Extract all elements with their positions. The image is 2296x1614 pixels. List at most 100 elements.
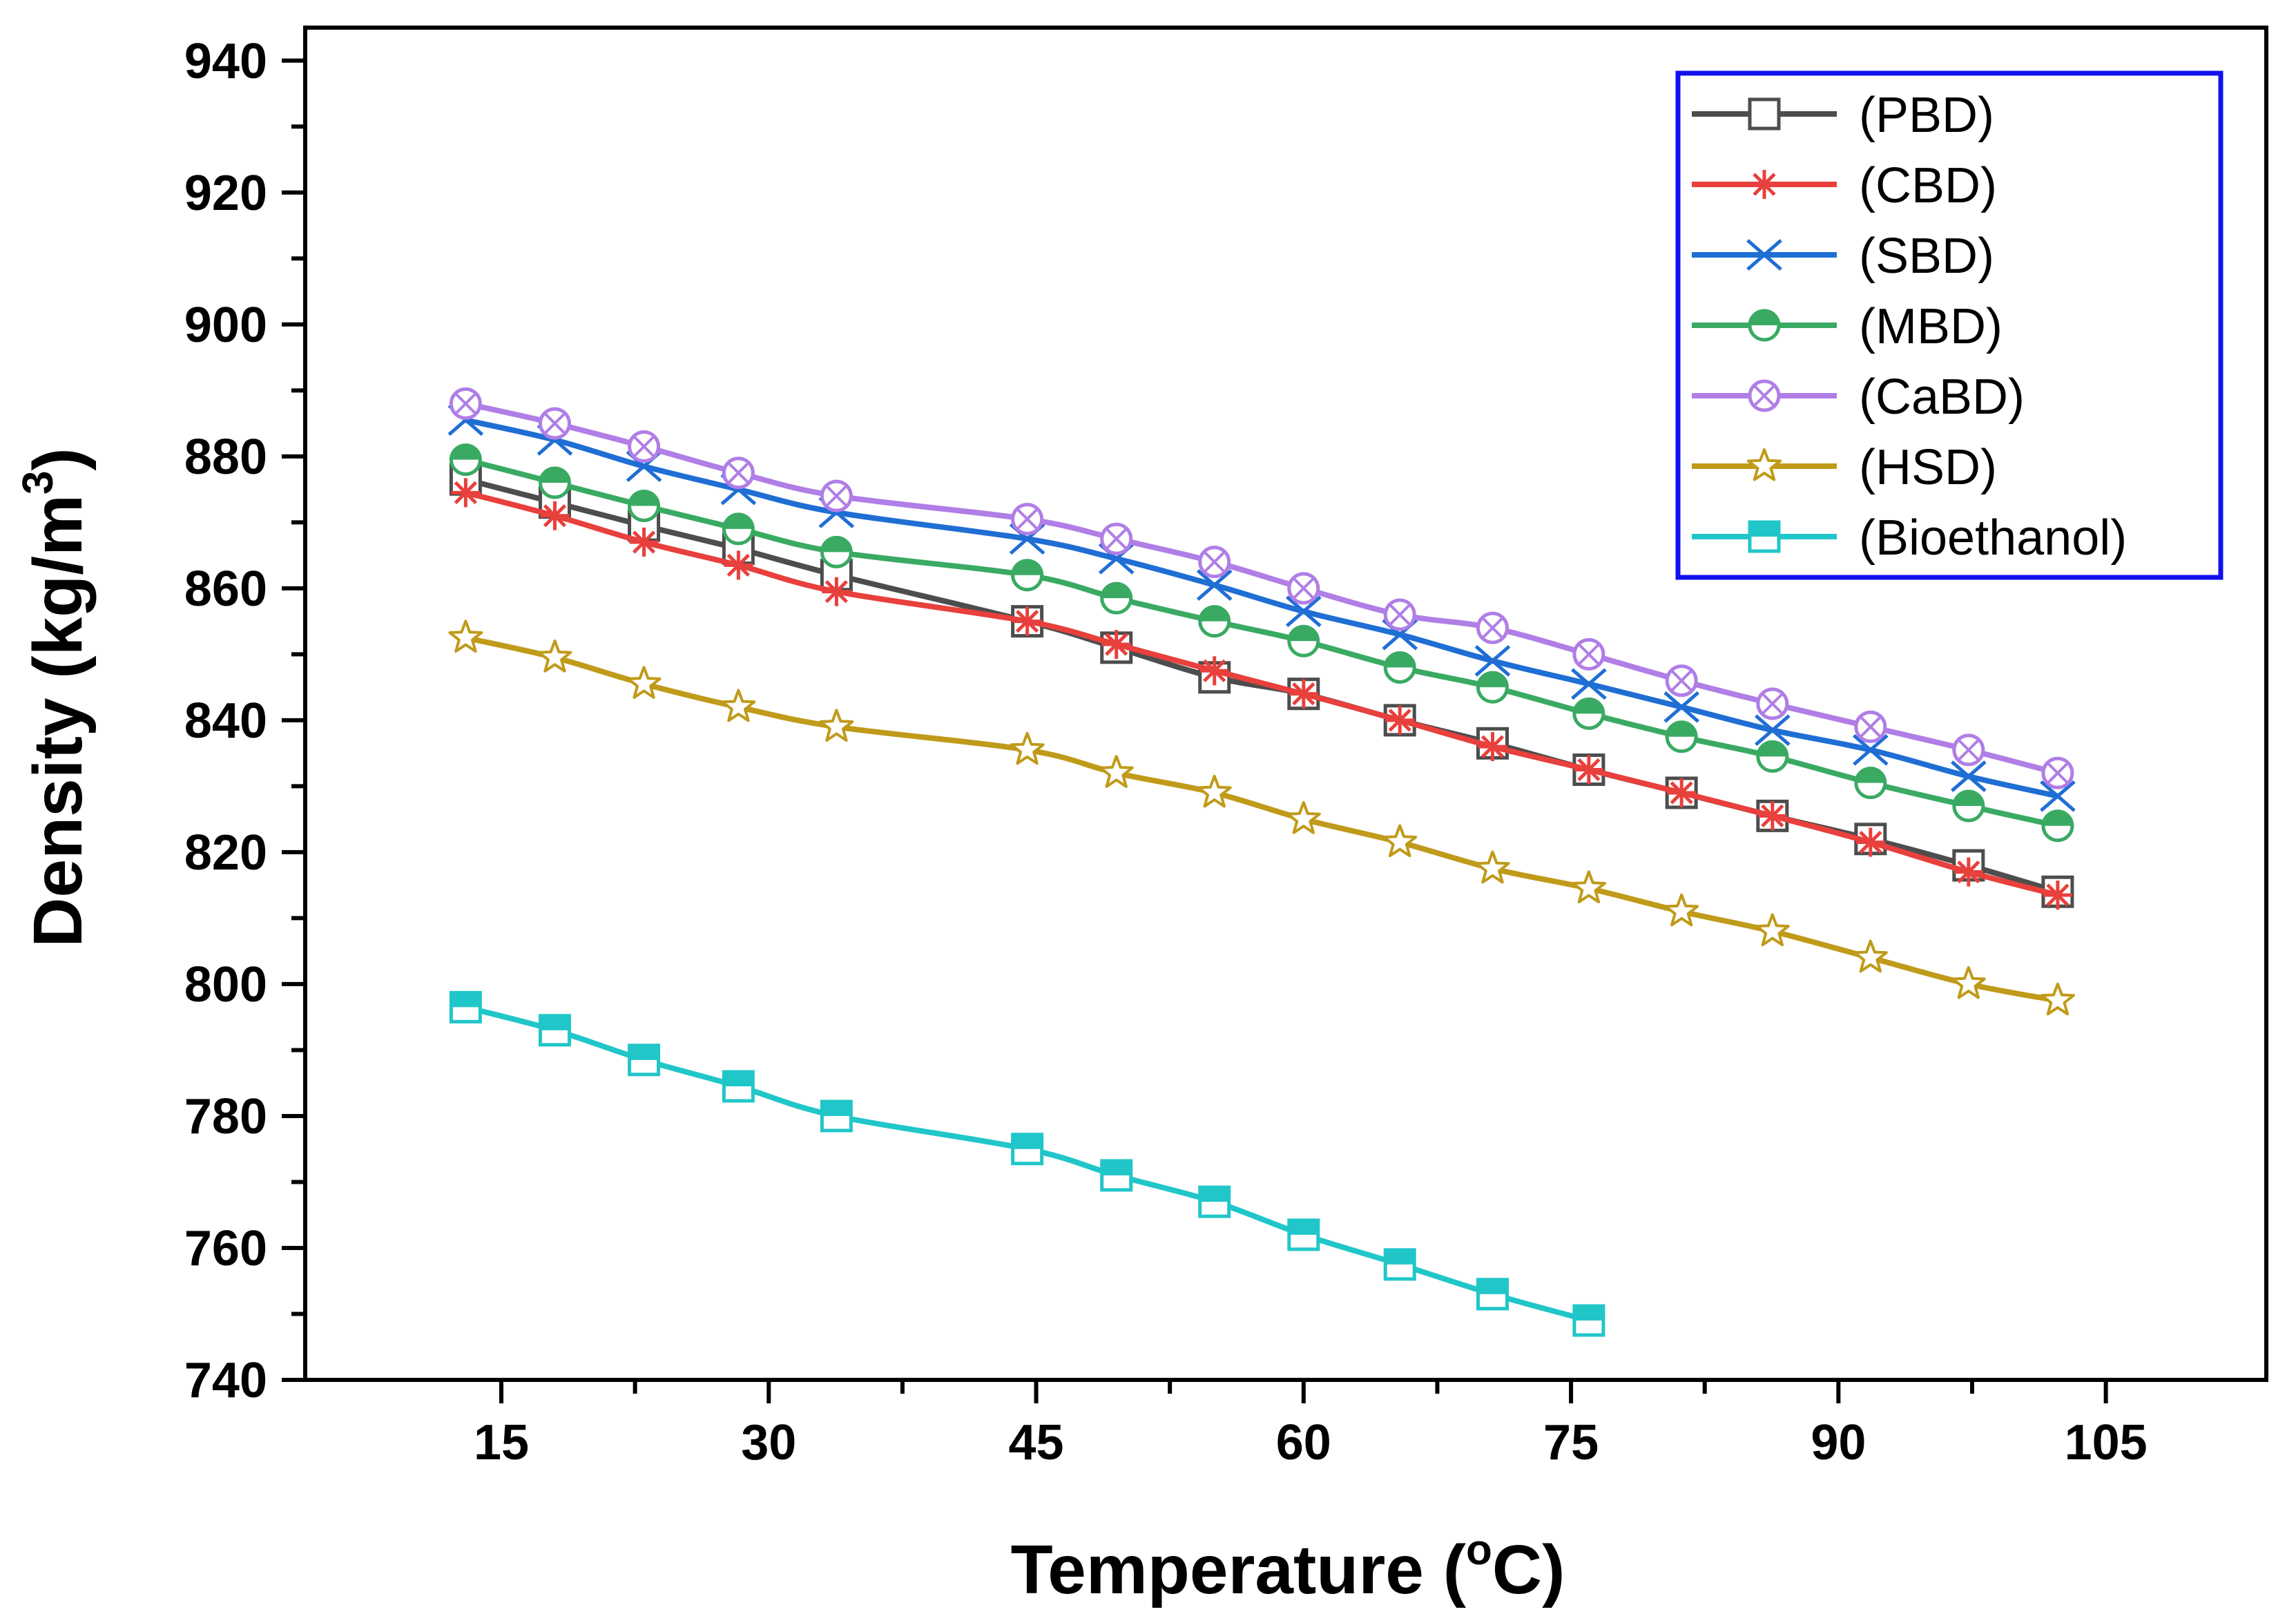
- x-tick-label: 45: [1008, 1415, 1063, 1470]
- legend-label-cbd: (CBD): [1859, 158, 1997, 213]
- data-point-cbd: [822, 577, 851, 606]
- data-point-cabd: [820, 479, 853, 512]
- data-point-bioethanol: [1476, 1278, 1509, 1311]
- y-tick-label: 840: [184, 693, 267, 749]
- y-axis-title: Density (kg/m3): [15, 448, 97, 948]
- data-point-hsd: [537, 640, 572, 673]
- data-point-cabd: [1665, 664, 1698, 698]
- data-point-mbd: [1383, 651, 1416, 684]
- data-point-cbd: [1667, 778, 1697, 807]
- legend-marker-bioethanol: [1748, 520, 1781, 553]
- y-tick-label: 780: [184, 1089, 267, 1144]
- data-point-cbd: [1574, 755, 1603, 785]
- y-tick-label: 940: [184, 34, 267, 89]
- data-point-sbd: [2040, 780, 2076, 812]
- series-line-sbd: [463, 417, 2061, 799]
- legend-label-hsd: (HSD): [1859, 440, 1997, 495]
- series-mbd: [449, 443, 2074, 843]
- data-point-hsd: [1010, 731, 1045, 765]
- series-hsd: [448, 619, 2075, 1016]
- series-cabd: [449, 387, 2074, 789]
- data-point-hsd: [1286, 801, 1321, 834]
- data-point-cbd: [451, 478, 481, 508]
- legend-marker-pbd: [1748, 97, 1781, 131]
- data-point-cabd: [449, 387, 482, 420]
- data-point-bioethanol: [1100, 1159, 1133, 1192]
- data-point-cabd: [1476, 611, 1509, 644]
- data-point-hsd: [626, 666, 662, 699]
- legend-entry-mbd: (MBD): [1692, 299, 2003, 354]
- data-point-cabd: [1572, 637, 1605, 671]
- data-point-bioethanol: [1287, 1218, 1320, 1251]
- data-point-mbd: [1100, 582, 1133, 615]
- data-point-mbd: [2041, 809, 2074, 843]
- data-point-mbd: [1665, 720, 1698, 753]
- tick-labels: 15 30 45 60 75 90 105 740 760 780 800 820 840 860 880 9…: [184, 34, 2148, 1470]
- data-point-cbd: [1012, 606, 1042, 636]
- data-point-cbd: [629, 527, 659, 557]
- data-point-cabd: [628, 430, 661, 463]
- data-point-cbd: [1199, 656, 1229, 686]
- data-point-sbd: [1286, 595, 1322, 628]
- data-point-cabd: [1952, 733, 1985, 767]
- data-point-hsd: [1475, 850, 1510, 884]
- data-point-mbd: [449, 443, 482, 477]
- data-point-mbd: [1198, 605, 1231, 638]
- data-point-cbd: [1385, 705, 1415, 735]
- x-axis-title: Temperature (oC): [1011, 1526, 1565, 1608]
- legend-marker-hsd: [1747, 448, 1782, 481]
- data-point-mbd: [820, 535, 853, 568]
- y-tick-label: 800: [184, 957, 267, 1012]
- data-point-cabd: [1756, 687, 1789, 720]
- data-point-cbd: [1478, 732, 1507, 762]
- data-point-hsd: [448, 619, 483, 653]
- plot-frame: [303, 26, 2268, 1382]
- x-axis-title-superscript: o: [1466, 1526, 1492, 1574]
- data-point-bioethanol: [1198, 1185, 1231, 1218]
- legend-label-mbd: (MBD): [1859, 299, 2003, 354]
- data-point-cabd: [722, 457, 755, 490]
- data-point-sbd: [1663, 691, 1699, 723]
- legend-marker-cbd: [1750, 170, 1779, 199]
- axis-ticks: [282, 58, 2108, 1403]
- x-tick-label: 90: [1811, 1415, 1866, 1470]
- data-point-bioethanol: [449, 990, 482, 1024]
- x-tick-label: 30: [741, 1415, 796, 1470]
- series-cbd: [451, 478, 2072, 910]
- y-tick-label: 860: [184, 561, 267, 617]
- series-bioethanol: [449, 990, 1605, 1337]
- data-point-hsd: [1382, 824, 1418, 858]
- x-axis-title-end: C): [1492, 1531, 1565, 1608]
- data-point-cabd: [1100, 522, 1133, 555]
- y-axis-title-end: ): [19, 448, 97, 470]
- legend-entry-hsd: (HSD): [1692, 440, 1997, 495]
- series-layer: [447, 387, 2076, 1337]
- data-point-cbd: [1757, 801, 1787, 831]
- legend-entry-cabd: (CaBD): [1692, 369, 2025, 425]
- data-point-cbd: [540, 501, 570, 530]
- data-point-hsd: [1664, 893, 1699, 927]
- data-point-hsd: [1853, 939, 1888, 973]
- data-point-mbd: [538, 466, 571, 499]
- x-tick-label: 105: [2065, 1415, 2148, 1470]
- data-point-cbd: [1953, 857, 1983, 887]
- data-point-mbd: [1011, 559, 1044, 592]
- legend-marker-sbd: [1746, 239, 1782, 271]
- data-point-cbd: [1855, 827, 1885, 857]
- data-point-bioethanol: [538, 1014, 571, 1047]
- data-point-cabd: [2041, 756, 2074, 789]
- data-point-cabd: [1287, 572, 1320, 605]
- y-tick-label: 880: [184, 430, 267, 485]
- legend-entry-bioethanol: (Bioethanol): [1692, 510, 2127, 566]
- data-point-sbd: [1571, 668, 1607, 700]
- data-point-cbd: [1101, 630, 1131, 660]
- data-point-cbd: [1289, 679, 1318, 709]
- y-axis-title-main: Density (kg/m: [19, 494, 97, 948]
- legend-label-bioethanol: (Bioethanol): [1859, 510, 2127, 566]
- legend-entry-cbd: (CBD): [1692, 158, 1997, 213]
- data-point-mbd: [1476, 671, 1509, 704]
- legend-label-sbd: (SBD): [1859, 229, 1994, 284]
- data-point-mbd: [1572, 697, 1605, 730]
- data-point-bioethanol: [1572, 1304, 1605, 1337]
